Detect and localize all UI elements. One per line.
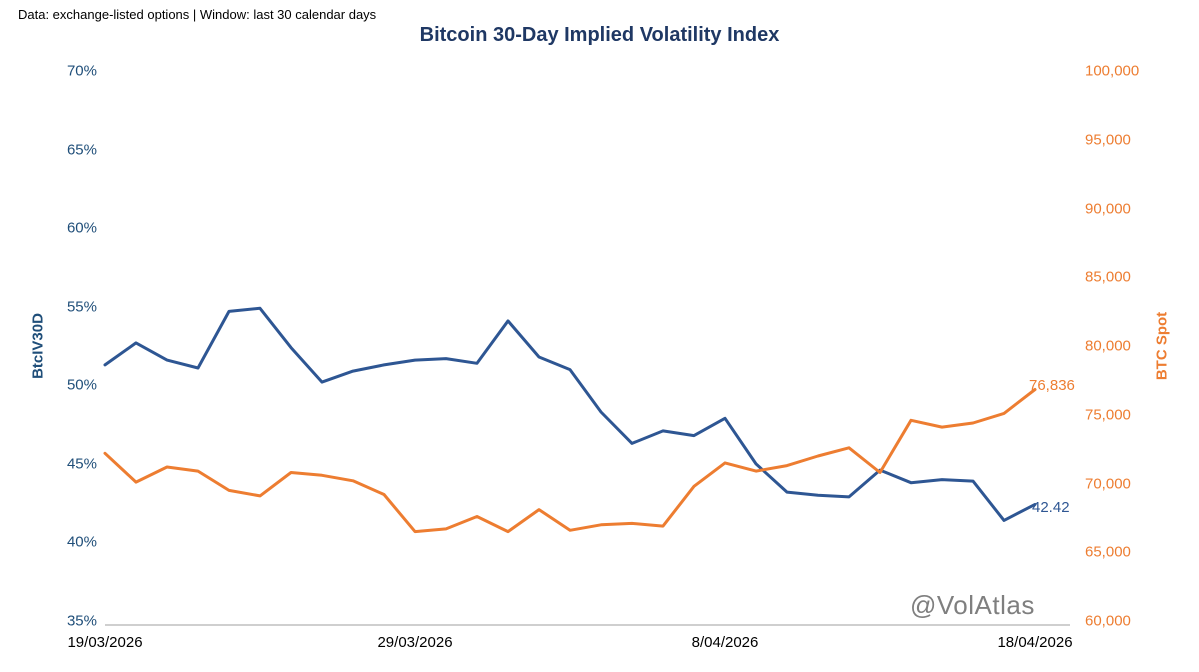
- left-axis-tick-label: 60%: [66, 219, 97, 237]
- x-axis-tick-label: 8/04/2026: [691, 634, 759, 651]
- right-axis-tick-label: 75,000: [1085, 406, 1131, 424]
- watermark: @VolAtlas: [910, 590, 1035, 620]
- left-axis-tick-label: 70%: [66, 62, 97, 80]
- left-axis-tick-label: 50%: [66, 376, 97, 394]
- x-axis-tick-label: 19/03/2026: [67, 634, 143, 651]
- x-axis-tick-label: 29/03/2026: [377, 634, 453, 651]
- left-axis-tick-label: 55%: [66, 298, 97, 316]
- data-source-caption: Data: exchange-listed options | Window: …: [18, 7, 377, 22]
- left-axis-tick-label: 45%: [66, 455, 97, 473]
- right-axis-tick-label: 95,000: [1085, 131, 1131, 149]
- chart-title: Bitcoin 30-Day Implied Volatility Index: [419, 24, 780, 46]
- right-axis-tick-label: 90,000: [1085, 200, 1131, 217]
- x-axis-tick-label: 18/04/2026: [997, 634, 1073, 651]
- left-axis-tick-label: 35%: [66, 612, 97, 630]
- right-axis-tick-label: 85,000: [1085, 268, 1131, 286]
- right-axis-title: BTC Spot: [1153, 311, 1171, 381]
- right-axis-tick-label: 60,000: [1085, 612, 1131, 630]
- series-line-btciv30d: [103, 306, 1037, 522]
- right-axis-tick-label: 100,000: [1085, 62, 1140, 80]
- left-axis-tick-label: 65%: [66, 141, 97, 159]
- spot-end-value-label: 76,836: [1029, 377, 1075, 394]
- right-axis-tick-label: 80,000: [1085, 337, 1131, 355]
- iv-end-value-label: 42.42: [1032, 499, 1070, 516]
- right-axis-tick-label: 65,000: [1085, 543, 1131, 561]
- series-line-btc-spot: [103, 388, 1037, 534]
- right-axis-tick-label: 70,000: [1085, 475, 1131, 492]
- left-axis-title: BtcIV30D: [29, 313, 47, 379]
- left-axis-tick-label: 40%: [66, 533, 97, 551]
